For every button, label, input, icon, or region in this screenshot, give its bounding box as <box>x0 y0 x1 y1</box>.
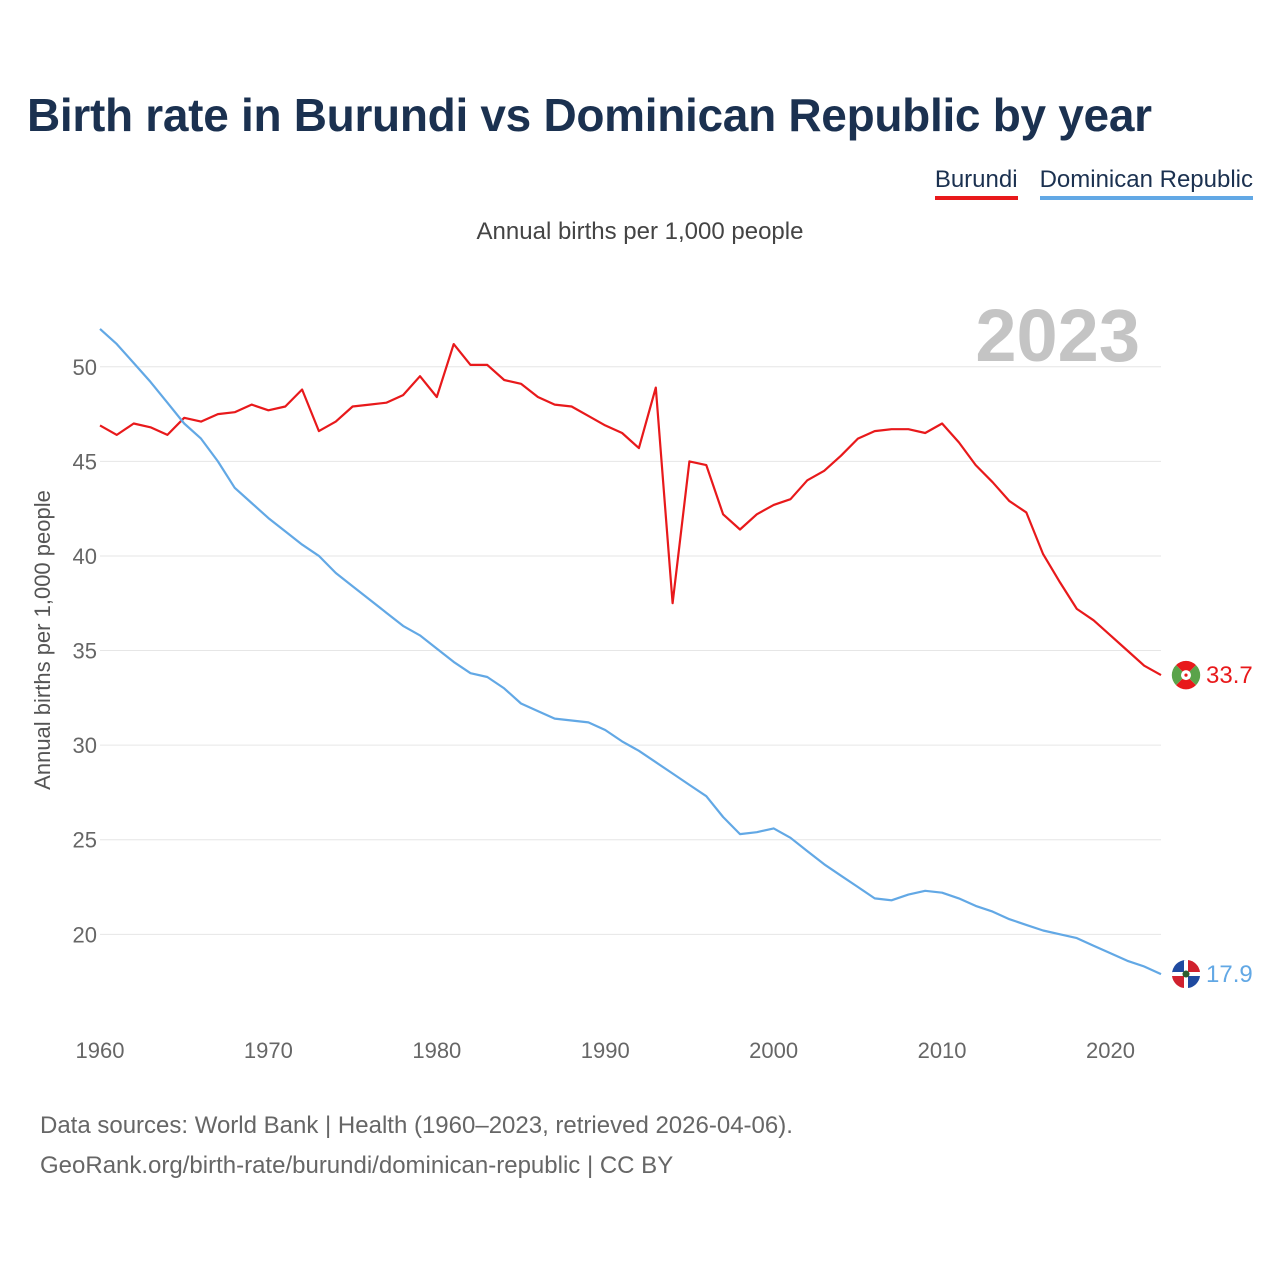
y-axis-title: Annual births per 1,000 people <box>30 490 55 790</box>
legend: Burundi Dominican Republic <box>934 166 1253 200</box>
x-tick-label: 1980 <box>412 1038 461 1063</box>
flag-icon-dominican-republic <box>1172 960 1200 989</box>
x-tick-label: 2010 <box>918 1038 967 1063</box>
y-tick-label: 30 <box>73 733 97 758</box>
series-line-dominican-republic[interactable] <box>99 328 1162 976</box>
legend-item-burundi[interactable]: Burundi <box>934 166 1018 200</box>
flag-icon-burundi <box>1171 660 1201 690</box>
y-tick-label: 35 <box>73 639 97 664</box>
y-tick-label: 20 <box>73 922 97 947</box>
end-value-label-dominican-republic: 17.9 <box>1206 961 1253 988</box>
x-tick-label: 1960 <box>76 1038 125 1063</box>
x-tick-label: 1970 <box>244 1038 293 1063</box>
legend-item-dominican-republic[interactable]: Dominican Republic <box>1039 166 1253 200</box>
y-tick-label: 50 <box>73 355 97 380</box>
footer-sources: Data sources: World Bank | Health (1960–… <box>40 1112 793 1139</box>
page-title: Birth rate in Burundi vs Dominican Repub… <box>27 89 1152 141</box>
footer-attribution: GeoRank.org/birth-rate/burundi/dominican… <box>40 1152 674 1179</box>
y-tick-label: 45 <box>73 449 97 474</box>
series-line-burundi[interactable] <box>99 343 1162 677</box>
footer: Data sources: World Bank | Health (1960–… <box>40 1106 793 1186</box>
x-tick-label: 1990 <box>581 1038 630 1063</box>
x-tick-label: 2020 <box>1086 1038 1135 1063</box>
y-tick-label: 25 <box>73 828 97 853</box>
x-tick-label: 2000 <box>749 1038 798 1063</box>
y-tick-label: 40 <box>73 544 97 569</box>
chart-subtitle: Annual births per 1,000 people <box>476 218 804 245</box>
end-value-label-burundi: 33.7 <box>1206 662 1253 689</box>
year-label: 2023 <box>975 294 1140 377</box>
